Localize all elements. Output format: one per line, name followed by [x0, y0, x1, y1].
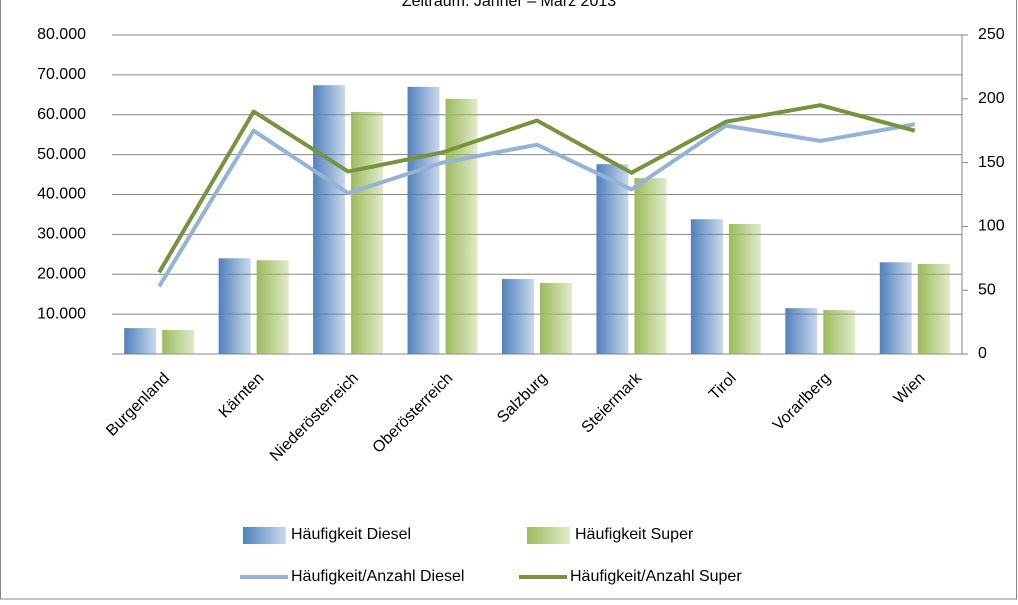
y2-tick-label: 100: [978, 218, 1005, 235]
legend-label: Häufigkeit Super: [575, 526, 694, 543]
bar: [351, 111, 384, 355]
line: [157, 103, 916, 274]
bar: [540, 283, 572, 354]
bar: [162, 330, 195, 354]
bar: [785, 308, 818, 354]
y-tick-label: 10.000: [37, 305, 86, 322]
legend-label: Häufigkeit/Anzahl Diesel: [291, 568, 464, 585]
bar: [313, 85, 346, 355]
bar: [596, 164, 629, 354]
bar: [407, 86, 440, 355]
legend-label: Häufigkeit/Anzahl Super: [570, 568, 742, 585]
y-tick-label: 20.000: [37, 265, 86, 282]
legend-swatch: [527, 527, 570, 544]
y2-tick-label: 50: [978, 281, 996, 298]
line: [157, 122, 916, 288]
y-tick-label: 70.000: [37, 66, 86, 83]
y-tick-label: 30.000: [37, 226, 86, 243]
bar: [728, 224, 761, 354]
bar: [634, 178, 667, 354]
y2-tick-label: 0: [978, 345, 987, 362]
y2-tick-label: 250: [978, 26, 1005, 43]
bar: [917, 263, 950, 354]
bar: [124, 328, 157, 354]
bar: [502, 279, 534, 354]
y2-tick-label: 150: [978, 154, 1005, 171]
bar: [445, 98, 478, 354]
legend-swatch: [243, 527, 286, 544]
bar: [256, 260, 289, 354]
y-tick-label: 50.000: [37, 146, 86, 163]
bar: [690, 219, 723, 354]
bar: [218, 258, 251, 354]
y2-tick-label: 200: [978, 90, 1005, 107]
y-tick-label: 80.000: [37, 26, 86, 43]
bar: [823, 310, 856, 354]
y-tick-label: 40.000: [37, 186, 86, 203]
y-tick-label: 60.000: [37, 106, 86, 123]
bar: [879, 262, 912, 354]
chart-title: Zeitraum: Jänner – März 2013: [402, 0, 616, 10]
legend-label: Häufigkeit Diesel: [291, 526, 411, 543]
